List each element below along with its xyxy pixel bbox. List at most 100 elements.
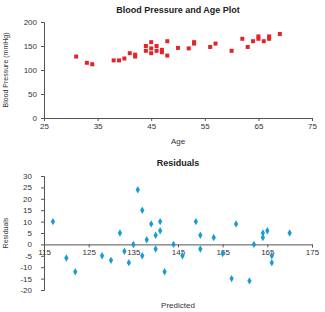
tick: 175 [306,244,320,257]
axis-line [41,177,45,291]
tick: 150 [24,42,44,51]
point [155,49,159,53]
tick: 25 [40,118,49,131]
point [240,37,244,41]
tick: 25 [23,183,44,192]
point [229,275,233,282]
tick-mark [44,244,45,247]
tick-mark [312,118,313,121]
point [149,40,153,44]
tick-mark [41,233,44,234]
tick-label: -15 [20,275,32,284]
axis-line [45,119,313,122]
tick: 200 [24,18,44,27]
point [162,268,166,275]
tick-mark [267,244,268,247]
tick: 45 [147,118,156,131]
point [74,55,78,59]
point [198,232,202,239]
tick: 5 [28,229,44,238]
tick-mark [41,222,44,223]
point [214,42,218,46]
point [140,206,144,213]
tick: -20 [20,286,44,295]
tick-mark [89,244,90,247]
tick-label: 150 [24,42,38,51]
chart-title: Residuals [157,158,200,168]
x-axis: 253545556575 [40,118,317,131]
tick-mark [41,267,44,268]
point [127,259,131,266]
point [247,277,251,284]
tick: -10 [20,263,44,272]
point [270,252,274,259]
chart: Residuals-20-15-10-505101520253011512513… [2,158,320,310]
point [198,245,202,252]
tick-mark [41,187,44,188]
point [136,186,140,193]
tick-label: 155 [216,248,230,257]
tick-mark [41,118,44,119]
point [208,45,212,49]
point [288,229,292,236]
x-axis: 115125135145155165175 [38,244,320,257]
points [74,32,282,66]
point [278,32,282,36]
point [144,44,148,48]
y-axis: 050100150200 [24,18,45,123]
points [51,186,292,285]
x-axis-title: Age [171,137,186,146]
point [155,44,159,48]
point [112,58,116,62]
tick-mark [312,244,313,247]
tick: 125 [82,244,96,257]
point [64,254,68,261]
tick-label: 55 [201,122,210,131]
point [261,234,265,241]
point [90,62,94,66]
point [194,218,198,225]
point [187,46,191,50]
tick-mark [41,199,44,200]
axis-line [45,245,313,248]
point [158,218,162,225]
axis-line [41,23,45,119]
tick-label: 175 [306,248,320,257]
tick: -15 [20,275,44,284]
point [131,241,135,248]
tick-mark [151,118,152,121]
y-axis: -20-15-10-5051015202530 [20,172,44,295]
point [122,56,126,60]
point [165,39,169,43]
point [128,51,132,55]
tick: 55 [201,118,210,131]
point [85,61,89,65]
point [144,49,148,53]
point [246,45,250,49]
tick-label: 100 [24,66,38,75]
tick: 155 [216,244,230,257]
point [262,39,266,43]
point [149,46,153,50]
tick-mark [223,244,224,247]
tick-label: -5 [25,252,33,261]
point [140,252,144,259]
tick-label: 5 [28,229,33,238]
tick: 10 [23,218,44,227]
tick: 30 [23,172,44,181]
point [176,46,180,50]
tick-label: 0 [33,114,38,123]
point [154,232,158,239]
point [256,34,260,38]
tick-mark [41,290,44,291]
point [212,234,216,241]
tick: 15 [23,206,44,215]
tick-label: 15 [23,206,32,215]
point [100,252,104,259]
point [109,257,113,264]
point [149,51,153,55]
tick-mark [41,244,44,245]
tick-mark [44,118,45,121]
tick: 20 [23,195,44,204]
tick-mark [41,176,44,177]
